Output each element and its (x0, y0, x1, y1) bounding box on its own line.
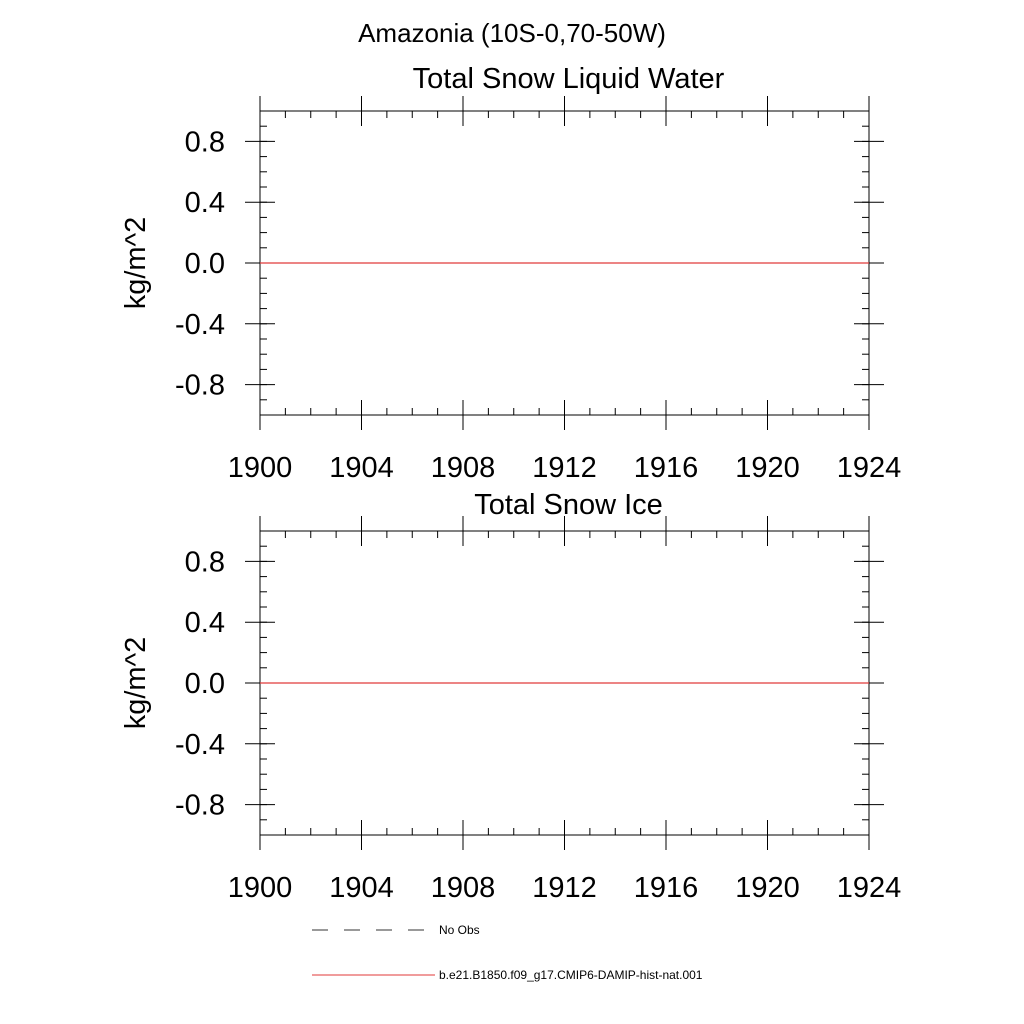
x-tick-label: 1924 (837, 452, 902, 484)
y-tick-label: -0.4 (175, 729, 225, 761)
y-axis-label: kg/m^2 (120, 637, 152, 730)
x-tick-label: 1900 (228, 452, 293, 484)
figure-title: Amazonia (10S-0,70-50W) (358, 18, 666, 48)
x-tick-label: 1908 (431, 872, 496, 904)
y-tick-label: 0.0 (185, 668, 225, 700)
y-tick-label: 0.8 (185, 546, 225, 578)
plot-panel-2: Total Snow Ice kg/m^2 0.8 0.4 0.0 -0.4 -0.8 190… (120, 489, 901, 904)
y-tick-label: -0.8 (175, 790, 225, 822)
y-tick-label: 0.4 (185, 607, 225, 639)
x-tick-label: 1900 (228, 872, 293, 904)
plot-panel-1: Total Snow Liquid Water kg/m^2 0.8 0.4 0.0 -0… (120, 63, 901, 484)
x-tick-label: 1912 (532, 872, 597, 904)
x-tick-label: 1916 (634, 872, 699, 904)
y-tick-label: 0.4 (185, 187, 225, 219)
legend: No Obs b.e21.B1850.f09_g17.CMIP6-DAMIP-hi… (312, 923, 703, 982)
legend-label-2: b.e21.B1850.f09_g17.CMIP6-DAMIP-hist-nat… (439, 968, 703, 982)
legend-label-1: No Obs (439, 923, 480, 937)
x-tick-label: 1924 (837, 872, 902, 904)
y-tick-label: 0.8 (185, 126, 225, 158)
x-tick-label: 1920 (735, 872, 800, 904)
x-tick-label: 1908 (431, 452, 496, 484)
x-tick-label: 1920 (735, 452, 800, 484)
x-tick-label: 1916 (634, 452, 699, 484)
y-tick-label: -0.8 (175, 370, 225, 402)
panel-title: Total Snow Ice (474, 489, 663, 521)
y-tick-label: -0.4 (175, 309, 225, 341)
y-axis-label: kg/m^2 (120, 217, 152, 310)
x-tick-label: 1904 (329, 452, 394, 484)
y-tick-label: 0.0 (185, 248, 225, 280)
x-tick-label: 1904 (329, 872, 394, 904)
x-tick-label: 1912 (532, 452, 597, 484)
panel-title: Total Snow Liquid Water (413, 63, 725, 95)
